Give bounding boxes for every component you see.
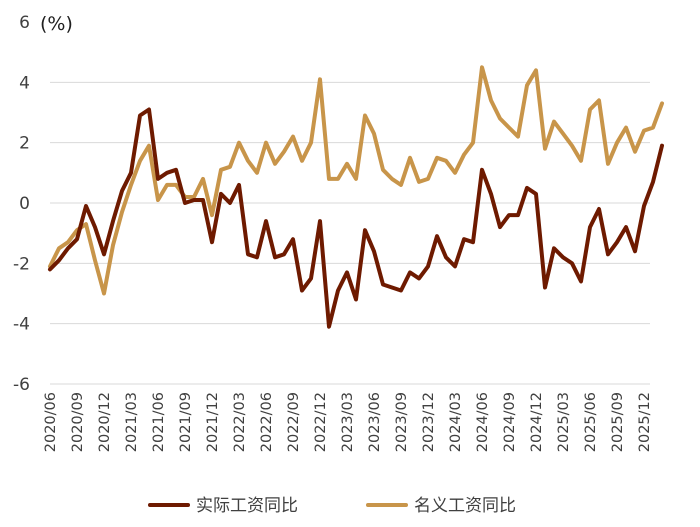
x-tick-label: 2021/03: [124, 392, 140, 452]
legend-label: 实际工资同比: [196, 496, 298, 516]
x-tick-label: 2023/12: [421, 392, 437, 452]
x-tick-label: 2020/09: [70, 392, 86, 452]
x-tick-label: 2021/09: [178, 392, 194, 452]
x-tick-label: 2020/12: [97, 392, 113, 452]
x-tick-label: 2022/12: [313, 392, 329, 452]
x-tick-label: 2022/03: [232, 392, 248, 452]
y-unit-label: (%): [40, 13, 73, 35]
x-tick-label: 2025/09: [610, 392, 626, 452]
x-tick-label: 2023/09: [394, 392, 410, 452]
x-tick-label: 2025/12: [637, 392, 653, 452]
series-line-real-wage: [48, 107, 664, 329]
y-tick-label: -4: [13, 315, 30, 335]
x-tick-label: 2023/03: [340, 392, 356, 452]
x-tick-label: 2024/12: [529, 392, 545, 452]
x-tick-label: 2022/09: [286, 392, 302, 452]
y-tick-label: 2: [19, 134, 30, 154]
x-tick-label: 2024/03: [448, 392, 464, 452]
grid-layer: [50, 81, 650, 385]
x-tick-label: 2023/06: [367, 392, 383, 452]
y-tick-label: -2: [13, 254, 30, 274]
legend: 实际工资同比 名义工资同比: [148, 496, 516, 516]
x-tick-label: 2020/06: [43, 392, 59, 452]
series-layer: [48, 65, 664, 329]
y-tick-label: 4: [19, 73, 30, 93]
y-axis-ticks: 6 4 2 0 -2 -4 -6: [13, 13, 30, 395]
x-tick-label: 2022/06: [259, 392, 275, 452]
y-tick-label: 6: [19, 13, 30, 33]
x-tick-label: 2024/06: [475, 392, 491, 452]
y-tick-label: 0: [19, 194, 30, 214]
x-tick-label: 2025/03: [556, 392, 572, 452]
x-tick-label: 2024/09: [502, 392, 518, 452]
x-tick-label: 2021/06: [151, 392, 167, 452]
y-tick-label: -6: [13, 375, 30, 395]
x-axis-ticks: 2020/06 2020/09 2020/12 2021/03 2021/06 2021/…: [43, 392, 653, 452]
x-tick-label: 2021/12: [205, 392, 221, 452]
x-tick-label: 2025/06: [583, 392, 599, 452]
legend-label: 名义工资同比: [414, 496, 516, 516]
series-line-nominal-wage: [48, 65, 664, 296]
